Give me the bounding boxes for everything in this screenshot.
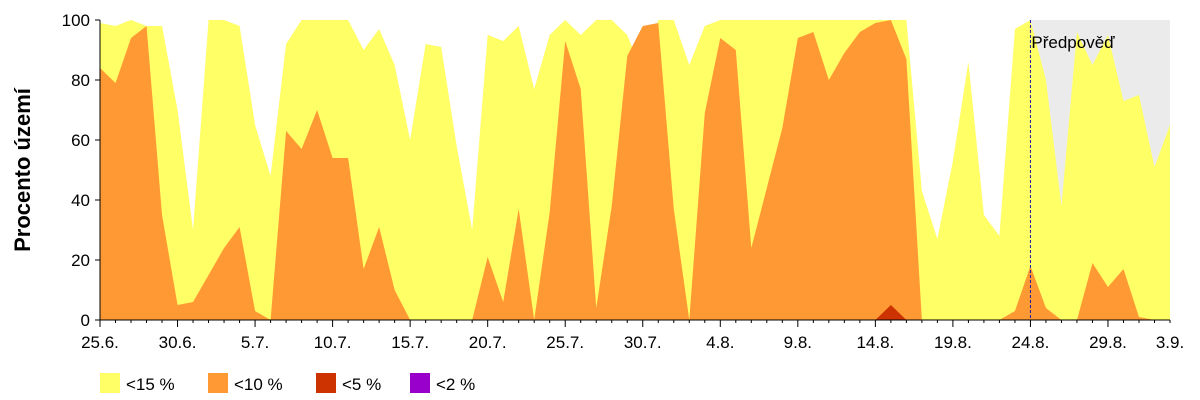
x-tick-label: 5.7. [241,333,269,352]
y-tick-label: 100 [62,11,90,30]
forecast-label: Předpověď [1031,33,1115,52]
y-tick-label: 20 [71,251,90,270]
legend-label: <15 % [126,375,175,394]
x-tick-label: 14.8. [856,333,894,352]
legend-swatch [410,373,430,393]
x-tick-label: 29.8. [1089,333,1127,352]
series-area-1 [100,20,1170,320]
x-tick-label: 25.7. [546,333,584,352]
x-tick-label: 25.6. [81,333,119,352]
x-tick-label: 9.8. [784,333,812,352]
legend-swatch [100,373,120,393]
y-tick-label: 80 [71,71,90,90]
x-tick-label: 30.7. [624,333,662,352]
legend-swatch [208,373,228,393]
x-tick-label: 24.8. [1012,333,1050,352]
legend-label: <5 % [342,375,381,394]
x-tick-label: 19.8. [934,333,972,352]
y-tick-label: 40 [71,191,90,210]
legend-label: <10 % [234,375,283,394]
y-tick-label: 0 [81,311,90,330]
series-area-2 [100,305,1170,320]
y-axis-title: Procento území [10,87,35,252]
legend-label: <2 % [436,375,475,394]
x-tick-label: 30.6. [159,333,197,352]
x-tick-label: 10.7. [314,333,352,352]
y-tick-label: 60 [71,131,90,150]
x-tick-label: 4.8. [706,333,734,352]
x-tick-label: 3.9. [1156,333,1184,352]
x-tick-label: 15.7. [391,333,429,352]
legend-swatch [316,373,336,393]
x-tick-label: 20.7. [469,333,507,352]
legend: <15 % <10 % <5 % <2 % [100,373,475,394]
